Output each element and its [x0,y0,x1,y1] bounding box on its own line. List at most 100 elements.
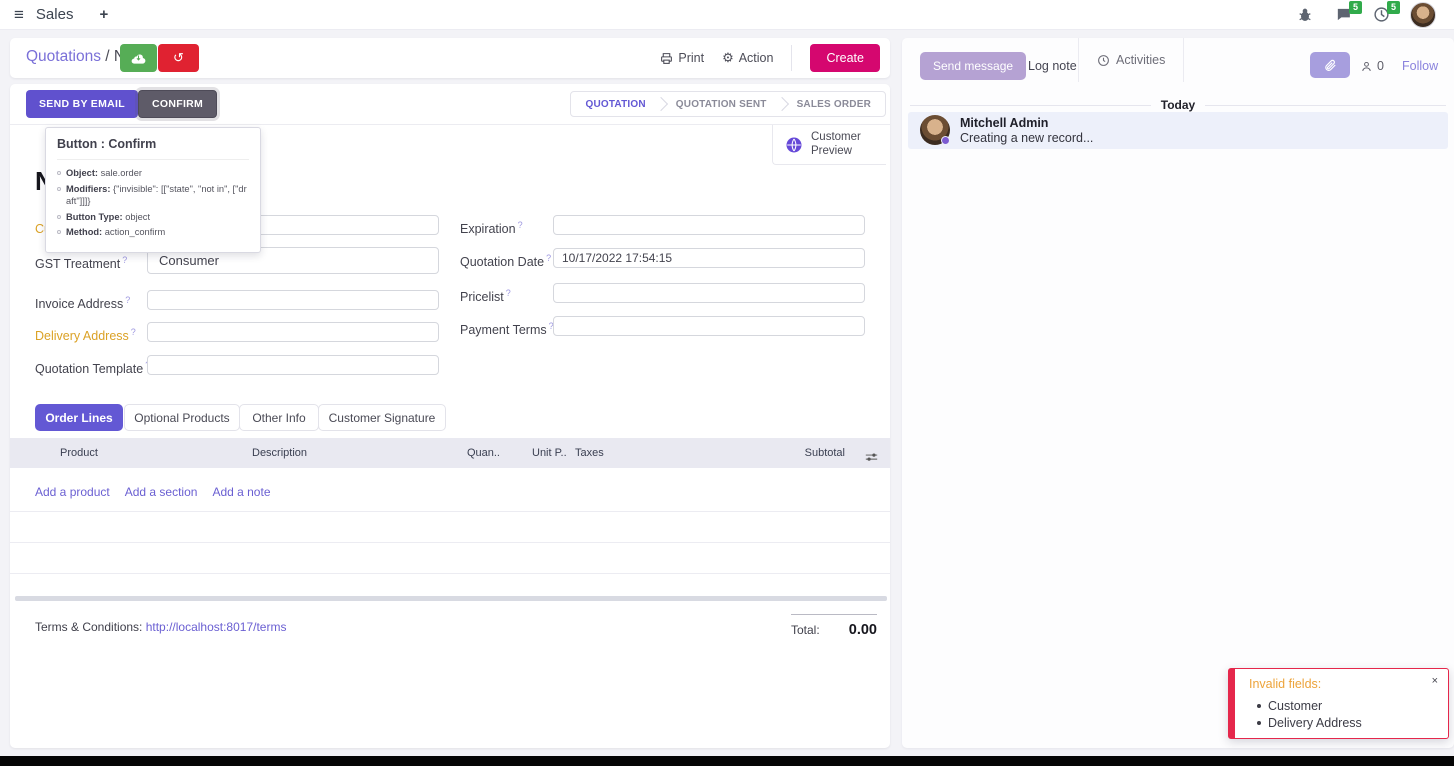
add-a-section-link[interactable]: Add a section [124,485,198,499]
expiration-input[interactable] [553,215,865,235]
order-lines-actions: Add a product Add a section Add a note [35,485,271,499]
new-tab-button[interactable]: + [99,6,109,23]
attach-files-button[interactable] [1310,52,1350,78]
customer-preview-button[interactable]: Customer Preview [772,125,886,165]
printer-icon [661,52,673,64]
row-separator [10,511,890,512]
user-avatar[interactable] [1410,1,1436,28]
customer-preview-label: Customer Preview [811,131,861,157]
statusbar: QUOTATION QUOTATION SENT SALES ORDER [570,91,886,117]
delivery-address-input[interactable] [147,322,439,342]
messages-icon[interactable]: 5 [1334,0,1362,24]
pricelist-input[interactable] [553,283,865,303]
bullet-icon [57,171,61,175]
gear-icon: ⚙ [722,50,734,65]
tooltip-item: Object: sale.order [66,168,142,178]
breadcrumb-quotations-link[interactable]: Quotations [26,48,101,65]
divider [10,124,890,125]
debug-bug-icon[interactable] [1296,6,1314,24]
hamburger-menu-icon[interactable]: ≡ [14,4,24,24]
row-separator [10,542,890,543]
quotation-template-input[interactable] [147,355,439,375]
tooltip-item: Button Type: object [66,211,151,222]
alert-title: Invalid fields: [1249,677,1322,691]
row-separator [10,573,890,574]
gst-treatment-select[interactable] [147,247,439,274]
gst-treatment-label: GST Treatment? [35,255,128,272]
chatter-panel: Send message Log note Activities 0 Follo… [902,38,1454,748]
table-bottom-bar [15,596,887,601]
control-panel: Quotations / New ↺ Print ⚙ Action Create [10,38,890,78]
activities-count-badge: 5 [1386,0,1400,14]
add-a-product-link[interactable]: Add a product [35,485,110,499]
optional-columns-icon[interactable] [865,446,878,476]
add-a-note-link[interactable]: Add a note [212,485,271,499]
total-value: 0.00 [848,622,877,638]
column-description[interactable]: Description [252,447,308,459]
tab-customer-signature[interactable]: Customer Signature [318,404,446,431]
column-product[interactable]: Product [60,447,98,459]
invoice-address-input[interactable] [147,290,439,310]
activities-clock-icon[interactable]: 5 [1372,0,1400,24]
column-unit-price[interactable]: Unit P.. [532,447,567,459]
order-lines-header: Product Description Quan.. Unit P.. Taxe… [10,438,890,468]
terms-link[interactable]: http://localhost:8017/terms [145,620,287,634]
delivery-address-label: Delivery Address? [35,327,136,344]
quotation-form: SEND BY EMAIL CONFIRM QUOTATION QUOTATIO… [10,84,890,748]
bullet-icon [57,230,61,235]
globe-icon [786,137,802,152]
quotation-date-input[interactable] [553,248,865,268]
message-author: Mitchell Admin [960,116,1049,130]
invoice-address-label: Invoice Address? [35,295,131,312]
person-icon [1362,61,1371,71]
tooltip-item: Modifiers: {"invisible": [["state", "not… [66,183,247,207]
messages-count-badge: 5 [1348,0,1362,14]
expiration-label: Expiration? [460,220,523,237]
schedule-activity-button[interactable]: Activities [1078,38,1185,82]
quotation-template-label: Quotation Template? [35,360,150,377]
paperclip-icon [1325,59,1336,71]
close-icon[interactable]: × [1431,675,1438,687]
bottom-black-bar [0,756,1454,766]
tooltip-title: Button : Confirm [57,137,249,160]
statusbar-step-sales-order[interactable]: SALES ORDER [796,98,871,110]
send-by-email-button[interactable]: SEND BY EMAIL [26,90,138,118]
create-button[interactable]: Create [810,44,880,72]
bullet-icon [57,214,61,219]
status-dot [941,136,950,145]
payment-terms-input[interactable] [553,316,865,336]
total-block: Total: 0.00 [791,614,877,638]
action-menu-button[interactable]: ⚙ Action [722,50,774,65]
invalid-fields-alert: Invalid fields: × Customer Delivery Addr… [1228,668,1449,739]
log-note-button[interactable]: Log note [1028,59,1077,73]
app-menu-sales[interactable]: Sales [35,6,74,23]
quotation-date-label: Quotation Date? [460,253,552,270]
follow-button[interactable]: Follow [1402,59,1439,73]
alert-item: Customer [1257,699,1322,713]
confirm-button[interactable]: CONFIRM [138,90,218,118]
followers-button[interactable]: 0 [1360,59,1384,73]
statusbar-step-quotation[interactable]: QUOTATION [585,98,646,110]
payment-terms-label: Payment Terms? [460,321,554,338]
save-record-button[interactable] [120,44,157,72]
total-label: Total: [791,623,820,637]
tooltip-item: Method: action_confirm [66,227,166,238]
confirm-button-tooltip: Button : Confirm Object: sale.order Modi… [45,127,261,253]
tab-other-info[interactable]: Other Info [239,404,319,431]
divider [791,45,793,71]
message-body: Creating a new record... [960,131,1094,145]
column-subtotal[interactable]: Subtotal [804,447,845,459]
date-divider: Today [910,98,1447,112]
terms-and-conditions: Terms & Conditions: http://localhost:801… [35,620,287,634]
print-button[interactable]: Print [660,51,704,65]
breadcrumb-separator: / [105,48,110,65]
column-taxes[interactable]: Taxes [575,447,604,459]
tab-optional-products[interactable]: Optional Products [124,404,240,431]
tab-order-lines[interactable]: Order Lines [35,404,123,431]
send-message-button[interactable]: Send message [920,52,1027,80]
statusbar-step-quotation-sent[interactable]: QUOTATION SENT [675,98,767,110]
column-quantity[interactable]: Quan.. [466,447,500,459]
clock-icon [1098,54,1109,66]
message-row[interactable]: Mitchell Admin Creating a new record... [908,112,1448,149]
discard-changes-button[interactable]: ↺ [158,44,199,72]
